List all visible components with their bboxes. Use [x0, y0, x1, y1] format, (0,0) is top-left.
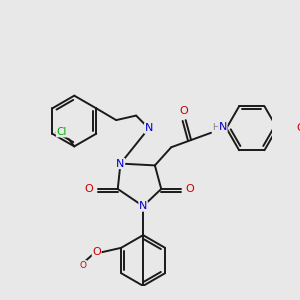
Text: O: O	[92, 248, 101, 257]
Text: H: H	[212, 123, 219, 132]
Text: Cl: Cl	[56, 127, 67, 137]
Text: N: N	[139, 201, 147, 211]
Text: N: N	[145, 123, 153, 133]
Text: N: N	[219, 122, 227, 132]
Text: O: O	[84, 184, 93, 194]
Text: N: N	[116, 159, 125, 169]
Text: O: O	[296, 123, 300, 133]
Text: O: O	[179, 106, 188, 116]
Text: O: O	[80, 260, 87, 269]
Text: O: O	[186, 184, 195, 194]
